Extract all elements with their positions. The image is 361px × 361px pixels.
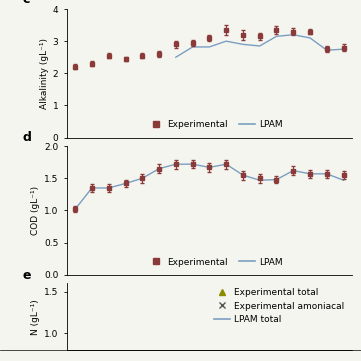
Text: d: d [23, 131, 31, 144]
Text: e: e [23, 269, 31, 282]
Y-axis label: COD (gL⁻¹): COD (gL⁻¹) [31, 186, 40, 235]
Text: c: c [23, 0, 30, 6]
Legend: Experimental, LPAM: Experimental, LPAM [144, 117, 286, 133]
Legend: Experimental total, Experimental amoniacal, LPAM total: Experimental total, Experimental amoniac… [210, 284, 347, 328]
Y-axis label: N (gL⁻¹): N (gL⁻¹) [31, 299, 40, 335]
Y-axis label: Alkalinity (gL⁻¹): Alkalinity (gL⁻¹) [40, 38, 48, 109]
Legend: Experimental, LPAM: Experimental, LPAM [144, 254, 286, 270]
